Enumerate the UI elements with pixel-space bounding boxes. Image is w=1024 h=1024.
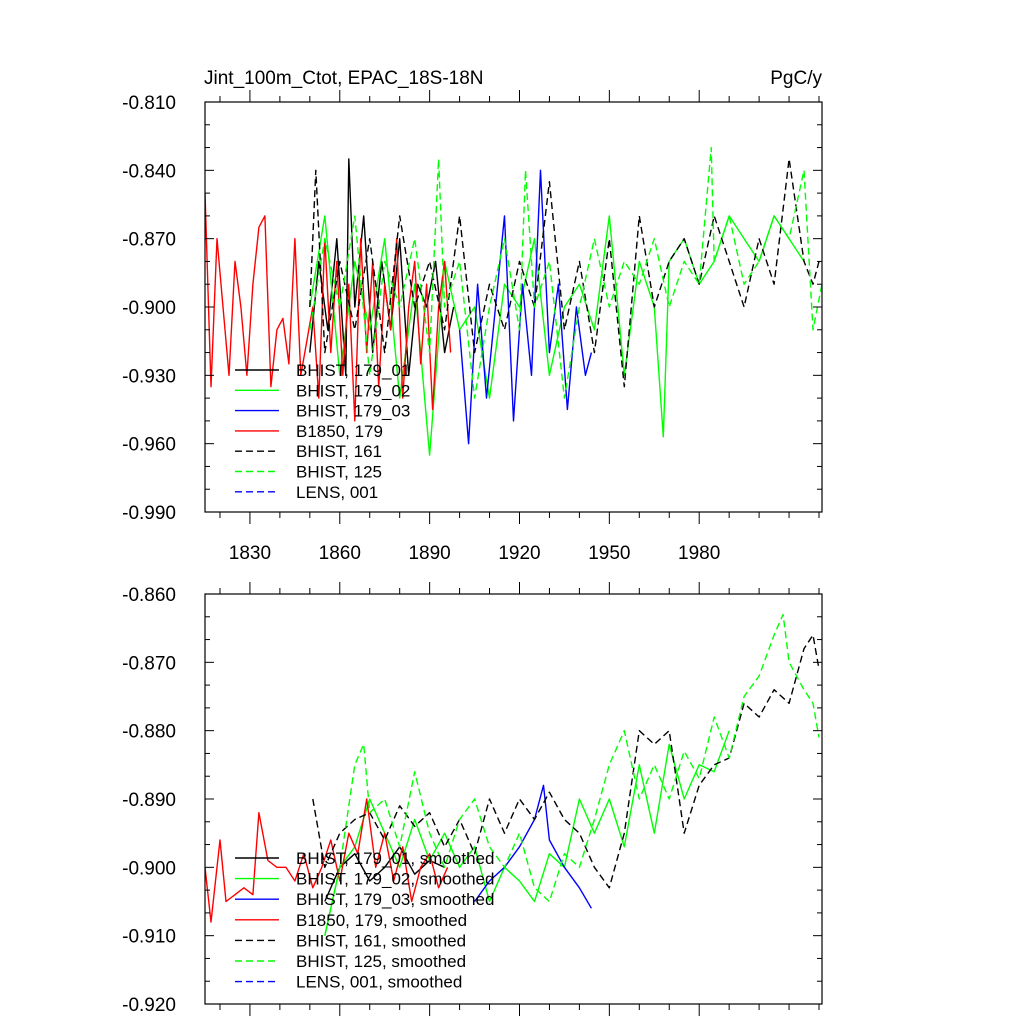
y-tick-label: -0.900 [122,298,176,319]
x-tick-label: 1980 [678,543,720,564]
chart-units: PgC/y [770,68,822,89]
series-line-3 [205,193,452,422]
legend-label: BHIST, 179_03, smoothed [296,890,494,909]
top-panel: -0.810 -0.840 -0.870 -0.900 -0.930 -0.960 -0.9… [122,90,823,564]
x-tick-label: 1830 [229,543,271,564]
x-tick-label: 1920 [498,543,540,564]
legend-label: BHIST, 161, smoothed [296,931,466,950]
y-tick-label: -0.990 [122,503,176,524]
series-line-2 [458,169,593,445]
legend-label: BHIST, 179_03 [296,402,410,421]
y-tick-label: -0.930 [122,366,176,387]
series-line-2 [474,784,593,909]
series-line-4 [309,158,820,388]
legend-label: BHIST, 179_02 [296,381,410,400]
legend-label: BHIST, 125, smoothed [296,952,466,971]
legend: BHIST, 179_01, smoothed BHIST, 179_02, sm… [235,849,494,992]
series-line-5 [309,146,822,399]
legend-label: B1850, 179, smoothed [296,911,467,930]
y-tick-label: -0.900 [122,858,176,879]
series-line-0 [324,846,445,902]
legend-label: BHIST, 125 [296,463,382,482]
legend-label: BHIST, 161 [296,442,382,461]
series-line-1 [324,730,730,936]
y-tick-label: -0.880 [122,722,176,743]
legend-label: LENS, 001 [296,483,378,502]
y-tick-label: -0.920 [122,995,176,1016]
y-tick-label: -0.860 [122,585,176,606]
legend-label: LENS, 001, smoothed [296,973,462,992]
y-tick-label: -0.910 [122,927,176,948]
y-tick-label: -0.890 [122,790,176,811]
series-line-3 [205,798,449,923]
x-tick-label: 1890 [408,543,450,564]
legend-label: BHIST, 179_01, smoothed [296,849,494,868]
y-tick-label: -0.870 [122,230,176,251]
series-line-5 [324,613,820,936]
y-tick-label: -0.840 [122,161,176,182]
y-tick-label: -0.960 [122,435,176,456]
bottom-panel: -0.860 -0.870 -0.880 -0.890 -0.900 -0.910 -0.9… [122,582,823,1016]
legend-label: BHIST, 179_02, smoothed [296,870,494,889]
series-group [205,613,820,936]
series-line-0 [309,158,455,376]
x-tick-label: 1950 [588,543,630,564]
x-tick-label: 1860 [319,543,361,564]
y-tick-label: -0.870 [122,653,176,674]
y-tick-label: -0.810 [122,93,176,114]
series-group [205,146,822,456]
chart-title: Jint_100m_Ctot, EPAC_18S-18N [204,68,484,89]
legend-label: BHIST, 179_01 [296,361,410,380]
legend-label: B1850, 179 [296,422,383,441]
